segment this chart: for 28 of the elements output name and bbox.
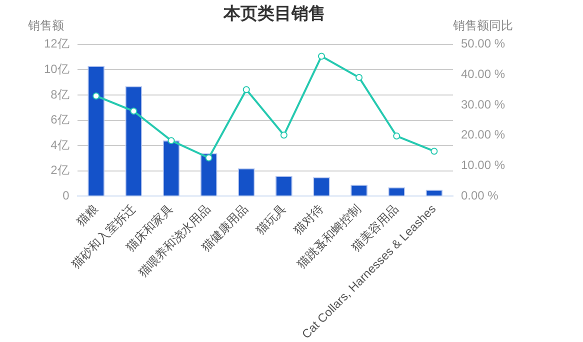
y-tick-label: 0: [62, 188, 70, 202]
y-tick-label: 12亿: [44, 36, 70, 51]
y-tick-label: 10亿: [44, 62, 70, 76]
point: [92, 92, 100, 100]
y2-tick-label: 0.00 %: [460, 188, 499, 202]
y-tick-label: 4亿: [50, 138, 70, 152]
point: [393, 132, 400, 140]
point: [130, 108, 138, 115]
point: [242, 86, 250, 94]
chart-title: 本页类目销售: [222, 4, 326, 23]
point: [168, 137, 175, 144]
y2-tick-label: 50.00 %: [460, 36, 506, 51]
point: [205, 154, 212, 162]
point: [318, 52, 325, 60]
y2-tick-label: 40.00 %: [460, 67, 506, 82]
y2-axis-title: 销售额同比: [452, 18, 513, 33]
point: [430, 148, 438, 155]
x-tick-label: 猫粮: [74, 202, 101, 229]
y2-tick-label: 20.00 %: [460, 128, 506, 142]
y2-tick-label: 10.00 %: [460, 158, 506, 172]
y-tick-label: 8亿: [50, 87, 70, 102]
point: [280, 132, 288, 139]
point: [356, 74, 363, 81]
y-tick-label: 2亿: [50, 163, 70, 178]
y-axis-title: 销售额: [27, 18, 64, 33]
y2-tick-label: 30.00 %: [460, 97, 506, 112]
x-tick-label: 猫玩具: [253, 202, 288, 238]
y-tick-label: 6亿: [50, 112, 70, 127]
